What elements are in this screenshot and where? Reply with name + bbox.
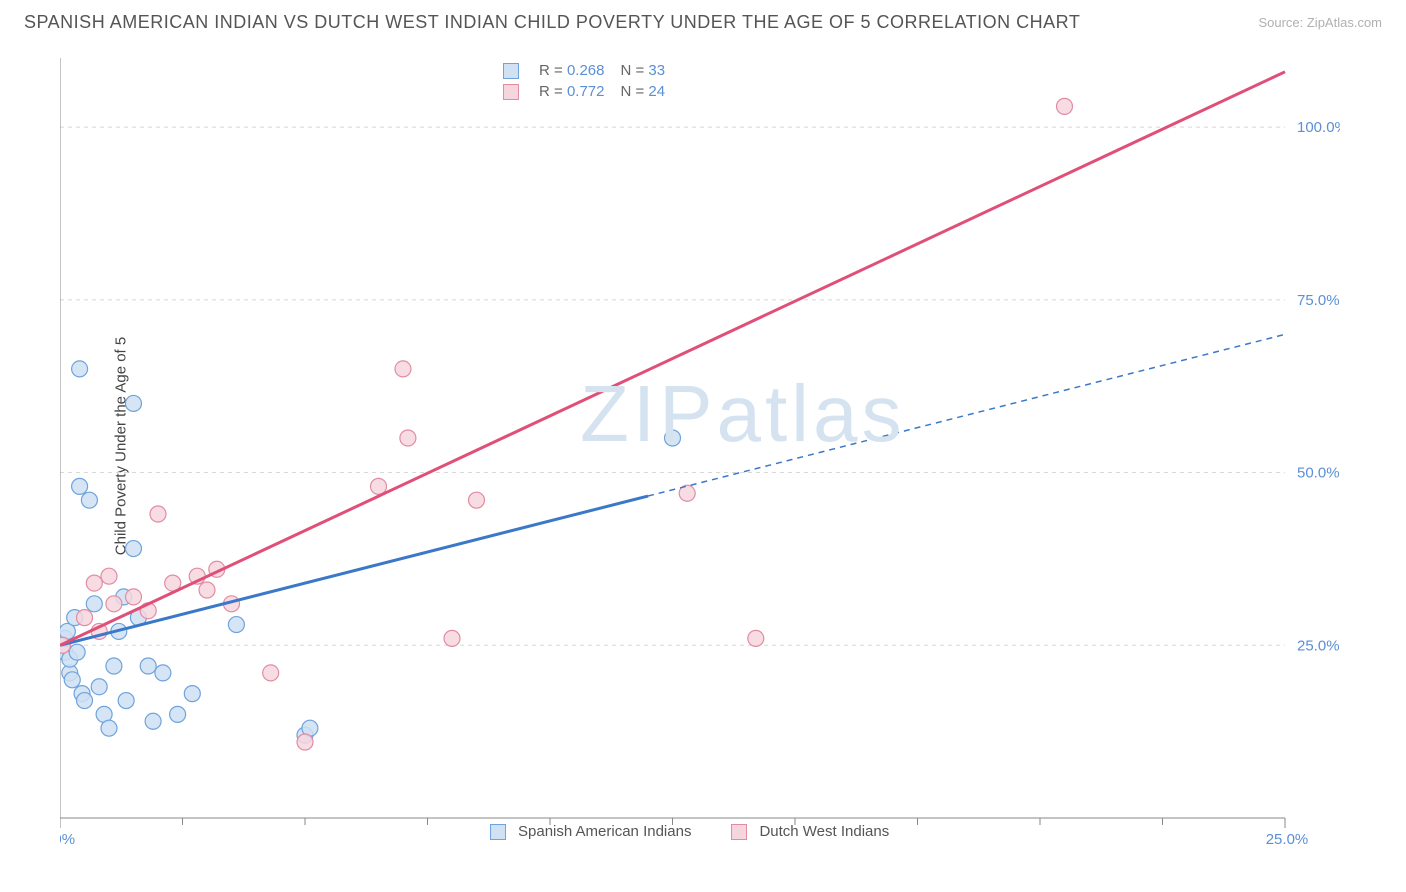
legend-swatch bbox=[731, 824, 747, 840]
series-legend: Spanish American Indians Dutch West India… bbox=[490, 823, 889, 840]
svg-text:0.0%: 0.0% bbox=[60, 831, 75, 848]
legend-swatch bbox=[503, 63, 519, 79]
correlation-stats-legend: R = 0.268 N = 33 R = 0.772 N = 24 bbox=[495, 60, 673, 102]
svg-text:100.0%: 100.0% bbox=[1297, 119, 1340, 136]
svg-text:75.0%: 75.0% bbox=[1297, 292, 1340, 309]
legend-item: Dutch West Indians bbox=[731, 823, 889, 840]
svg-text:25.0%: 25.0% bbox=[1266, 831, 1309, 848]
legend-swatch bbox=[503, 84, 519, 100]
n-label: N = bbox=[620, 83, 644, 100]
legend-swatch bbox=[490, 824, 506, 840]
n-value: 33 bbox=[648, 62, 665, 79]
chart-title: SPANISH AMERICAN INDIAN VS DUTCH WEST IN… bbox=[24, 12, 1080, 33]
r-label: R = bbox=[539, 83, 563, 100]
r-value: 0.772 bbox=[567, 83, 605, 100]
n-value: 24 bbox=[648, 83, 665, 100]
r-value: 0.268 bbox=[567, 62, 605, 79]
source-attribution: Source: ZipAtlas.com bbox=[1258, 15, 1382, 30]
legend-item: Spanish American Indians bbox=[490, 823, 691, 840]
r-label: R = bbox=[539, 62, 563, 79]
scatter-plot: 25.0% 50.0% 75.0% 100.0% 0.0% 25.0% bbox=[60, 48, 1340, 848]
legend-label: Spanish American Indians bbox=[518, 823, 691, 840]
n-label: N = bbox=[620, 62, 644, 79]
legend-label: Dutch West Indians bbox=[759, 823, 889, 840]
chart-area: 25.0%50.0%75.0%100.0%0.0%25.0% ZIPatlas … bbox=[60, 48, 1340, 848]
svg-text:50.0%: 50.0% bbox=[1297, 465, 1340, 482]
svg-text:25.0%: 25.0% bbox=[1297, 637, 1340, 654]
